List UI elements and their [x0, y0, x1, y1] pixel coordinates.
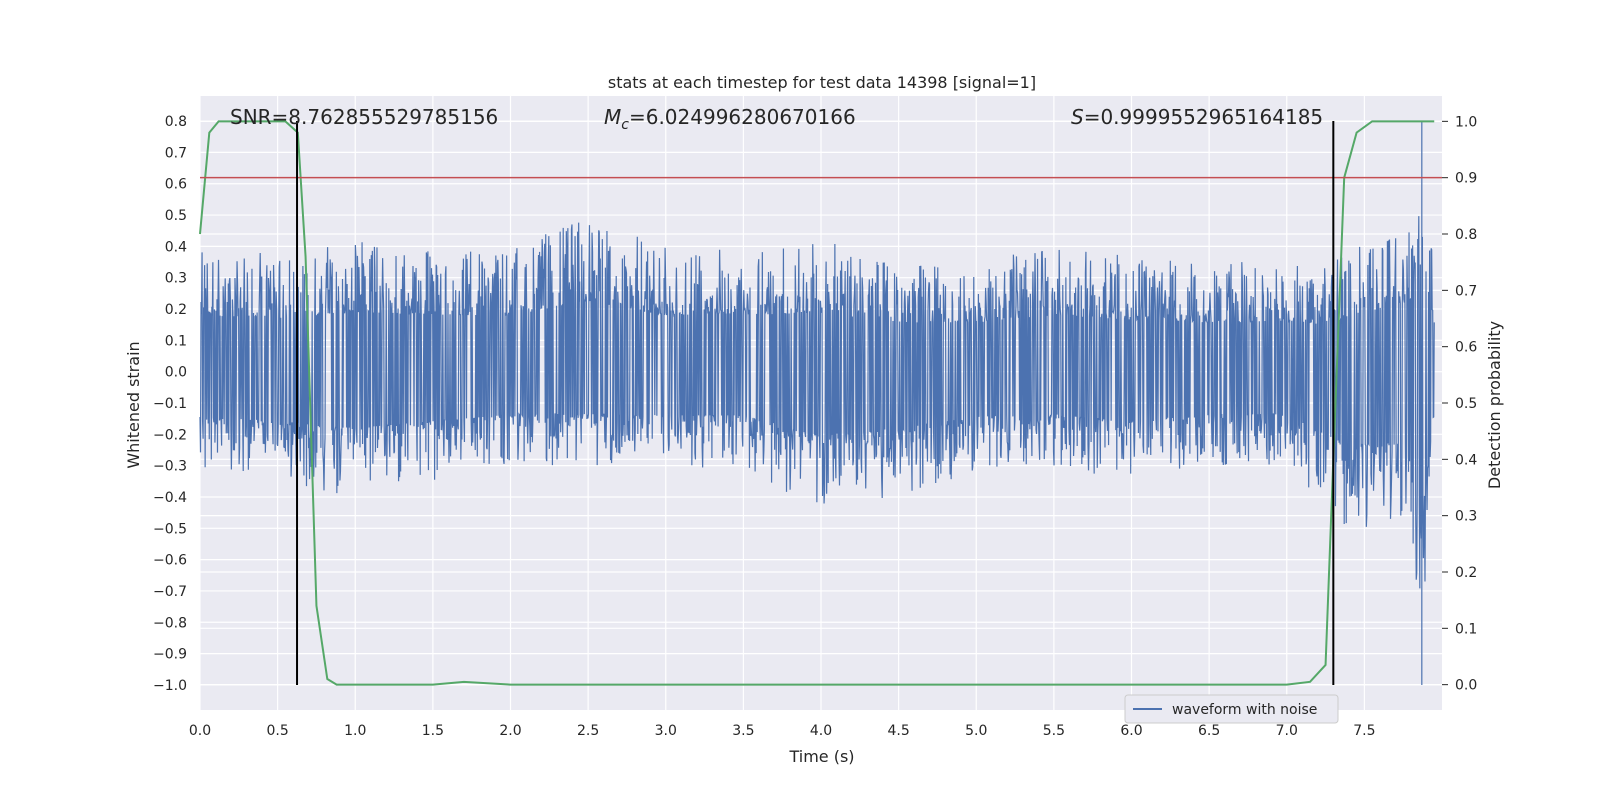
- y-tick-label-left: 0.8: [165, 114, 187, 130]
- y-tick-label-right: 1.0: [1455, 114, 1477, 130]
- y-tick-label-right: 0.0: [1455, 678, 1477, 694]
- y-tick-label-right: 0.8: [1455, 227, 1477, 243]
- s-symbol: S: [1071, 105, 1084, 129]
- mc-annotation: Mc=6.024996280670166: [604, 105, 856, 133]
- x-tick-label: 2.0: [499, 723, 521, 739]
- y-tick-label-right: 0.2: [1455, 565, 1477, 581]
- x-tick-label: 1.5: [422, 723, 444, 739]
- marker-lines: [200, 121, 1442, 685]
- mc-value: =6.024996280670166: [629, 105, 856, 129]
- y-tick-label-right: 0.6: [1455, 340, 1477, 356]
- y-tick-label-right: 0.4: [1455, 452, 1477, 468]
- y-tick-label-right: 0.9: [1455, 171, 1477, 187]
- probability-series: [199, 120, 1435, 686]
- snr-annotation: SNR=8.762855529785156: [230, 105, 498, 129]
- x-tick-label: 2.5: [577, 723, 599, 739]
- y-tick-label-left: 0.7: [165, 145, 187, 161]
- y-tick-label-left: −0.4: [153, 490, 187, 506]
- y-tick-label-left: −1.0: [153, 678, 187, 694]
- x-tick-label: 3.0: [655, 723, 677, 739]
- y-tick-label-left: −0.5: [153, 521, 187, 537]
- y-tick-label-left: −0.7: [153, 584, 187, 600]
- y-tick-label-left: −0.9: [153, 647, 187, 663]
- x-tick-label: 4.0: [810, 723, 832, 739]
- y-tick-label-right: 0.1: [1455, 621, 1477, 637]
- x-tick-label: 7.5: [1353, 723, 1375, 739]
- y-tick-label-left: 0.1: [165, 333, 187, 349]
- x-tick-label: 5.0: [965, 723, 987, 739]
- y-tick-label-left: −0.8: [153, 615, 187, 631]
- x-tick-label: 4.5: [887, 723, 909, 739]
- y-tick-label-right: 0.3: [1455, 509, 1477, 525]
- x-tick-label: 5.5: [1043, 723, 1065, 739]
- y-tick-label-left: −0.2: [153, 427, 187, 443]
- x-axis-label: Time (s): [788, 747, 854, 766]
- y-tick-label-right: 0.5: [1455, 396, 1477, 412]
- tick-labels: 0.0 0.5 1.0 1.5 2.0 2.5 3.0 3.5 4.0 4.5 5.0 5.5 6.0 6…: [153, 114, 1477, 739]
- y-tick-label-left: 0.4: [165, 239, 187, 255]
- y-tick-label-left: 0.6: [165, 177, 187, 193]
- mc-symbol: M: [604, 105, 621, 129]
- y-tick-label-left: −0.3: [153, 459, 187, 475]
- waveform-series: [199, 121, 1435, 685]
- x-tick-label: 0.0: [189, 723, 211, 739]
- probability-line: [199, 120, 1435, 686]
- legend-box: [1124, 694, 1339, 724]
- y-tick-label-left: 0.5: [165, 208, 187, 224]
- legend: waveform with noise: [1124, 694, 1339, 724]
- chart-title: stats at each timestep for test data 143…: [608, 73, 1036, 92]
- x-tick-label: 0.5: [266, 723, 288, 739]
- s-value: =0.9999552965164185: [1084, 105, 1323, 129]
- y-tick-label-left: 0.3: [165, 271, 187, 287]
- x-tick-label: 6.5: [1198, 723, 1220, 739]
- x-tick-label: 1.0: [344, 723, 366, 739]
- waveform-line: [199, 121, 1435, 685]
- s-annotation: S=0.9999552965164185: [1071, 105, 1323, 129]
- y-axis-label-right: Detection probability: [1485, 321, 1504, 489]
- legend-label: waveform with noise: [1172, 702, 1317, 718]
- y-tick-label-left: 0.0: [165, 365, 187, 381]
- x-tick-label: 7.0: [1276, 723, 1298, 739]
- x-tick-label: 3.5: [732, 723, 754, 739]
- x-tick-label: 6.0: [1120, 723, 1142, 739]
- y-tick-label-right: 0.7: [1455, 283, 1477, 299]
- y-axis-label-left: Whitened strain: [124, 341, 143, 468]
- y-tick-label-left: 0.2: [165, 302, 187, 318]
- mc-subscript: c: [621, 117, 629, 133]
- y-tick-label-left: −0.6: [153, 553, 187, 569]
- y-tick-label-left: −0.1: [153, 396, 187, 412]
